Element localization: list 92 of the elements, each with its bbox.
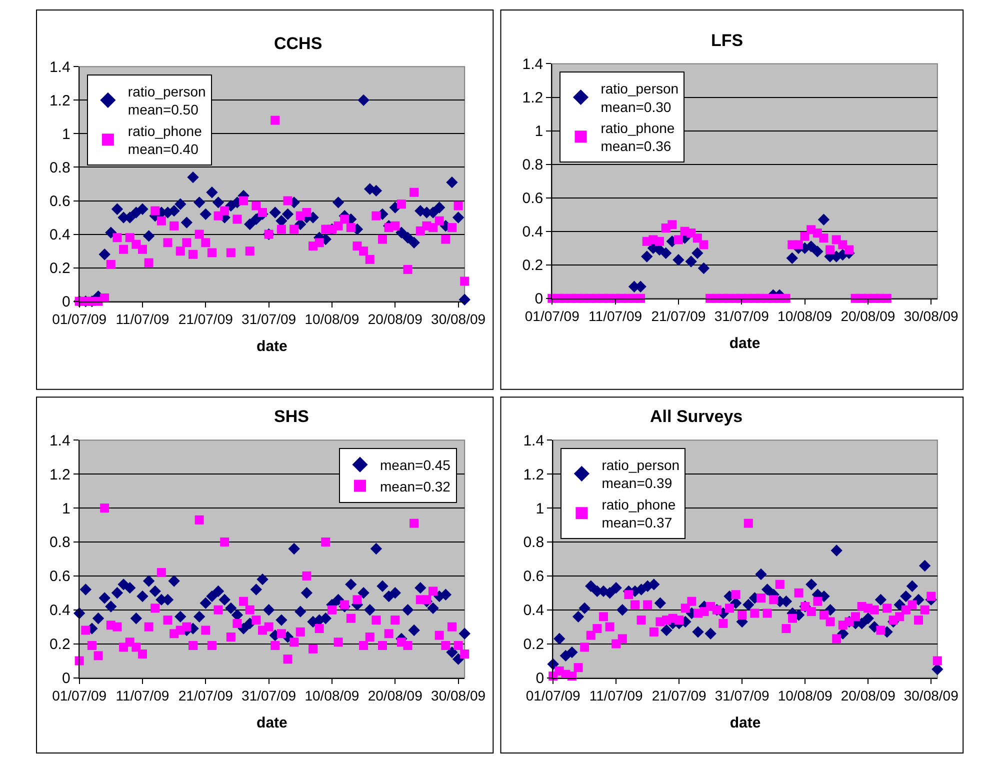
point	[672, 254, 684, 266]
y-tick-label: 0.6	[522, 190, 544, 208]
y-tick-label: 0	[536, 670, 544, 688]
y-tick-label: 0.2	[49, 636, 70, 654]
chart-title: All Surveys	[650, 407, 743, 426]
x-tick-label: 30/08/09	[431, 688, 486, 704]
chart-title: CCHS	[274, 34, 322, 53]
y-tick-label: 1	[536, 500, 544, 518]
y-tick-label: 0.2	[523, 636, 544, 654]
y-tick-label: 1	[62, 126, 70, 143]
x-tick-label: 11/07/09	[588, 308, 642, 324]
x-tick-label: 31/07/09	[242, 688, 296, 704]
x-tick-label: 10/08/09	[304, 688, 360, 704]
y-tick-label: 0.2	[49, 260, 70, 278]
point	[786, 252, 798, 264]
x-tick-label: 20/08/09	[368, 688, 423, 704]
point	[826, 245, 835, 254]
point	[800, 232, 810, 241]
y-tick-label: 0.4	[49, 226, 70, 244]
chart-title: LFS	[711, 31, 744, 50]
point	[641, 250, 653, 262]
y-tick-label: 0.4	[49, 602, 70, 620]
y-tick-label: 0.6	[523, 568, 544, 586]
y-tick-label: 1.2	[49, 466, 70, 484]
y-tick-label: 0.4	[522, 224, 544, 241]
y-tick-label: 0.8	[49, 534, 70, 552]
x-axis-title: date	[256, 338, 288, 356]
x-tick-label: 31/07/09	[714, 308, 770, 324]
y-tick-label: 0.6	[49, 568, 70, 586]
point	[674, 235, 683, 244]
x-axis-title: date	[729, 335, 760, 352]
point	[685, 256, 697, 268]
y-tick-label: 1.4	[49, 58, 70, 76]
x-tick-label: 31/07/09	[242, 311, 296, 328]
y-tick-label: 1.4	[523, 432, 544, 450]
point	[844, 245, 854, 254]
x-tick-label: 30/08/09	[431, 311, 486, 328]
y-tick-label: 0	[62, 670, 70, 688]
x-tick-label: 01/07/09	[52, 688, 107, 704]
x-tick-label: 11/07/09	[589, 688, 644, 704]
legend-label: ratio_phone mean=0.40	[128, 122, 202, 158]
x-tick-label: 01/07/09	[524, 308, 580, 324]
point	[699, 240, 708, 250]
x-tick-label: 20/08/09	[840, 308, 896, 324]
point	[794, 240, 803, 250]
y-tick-label: 1	[62, 500, 70, 518]
y-tick-label: 0.2	[522, 257, 544, 274]
x-tick-label: 20/08/09	[368, 311, 423, 328]
x-tick-label: 01/07/09	[526, 688, 581, 704]
y-tick-label: 0	[62, 294, 70, 311]
x-axis-title: date	[730, 714, 761, 732]
y-tick-label: 0.4	[523, 602, 544, 620]
y-tick-label: 0	[534, 290, 544, 308]
point	[692, 234, 702, 243]
legend-label: ratio_phone mean=0.37	[602, 496, 676, 531]
chart-title: SHS	[274, 407, 309, 426]
x-axis-title: date	[256, 714, 288, 732]
x-tick-label: 01/07/09	[52, 311, 107, 328]
x-tick-label: 21/07/09	[651, 308, 706, 324]
y-tick-label: 1.2	[522, 90, 544, 106]
x-tick-label: 21/07/09	[178, 688, 234, 704]
point	[660, 247, 672, 259]
x-tick-label: 10/08/09	[778, 308, 832, 324]
x-tick-label: 10/08/09	[304, 311, 360, 328]
y-tick-label: 0.8	[523, 534, 544, 552]
y-tick-label: 1.2	[49, 92, 70, 110]
y-tick-label: 1.4	[522, 56, 544, 73]
point	[692, 247, 704, 259]
point	[812, 246, 824, 258]
y-tick-label: 0.6	[49, 193, 70, 210]
x-tick-label: 11/07/09	[116, 688, 170, 704]
y-tick-label: 1	[534, 123, 544, 140]
x-tick-label: 21/07/09	[652, 688, 707, 704]
x-tick-label: 11/07/09	[116, 311, 170, 328]
y-tick-label: 1.4	[49, 432, 70, 450]
y-tick-label: 0.8	[522, 156, 544, 174]
legend-label: mean=0.32	[380, 478, 451, 494]
point	[819, 234, 828, 243]
x-tick-label: 21/07/09	[178, 311, 234, 328]
x-tick-label: 30/08/09	[904, 688, 959, 704]
point	[698, 262, 710, 274]
point	[655, 236, 664, 246]
point	[818, 214, 830, 226]
legend-label: ratio_phone mean=0.36	[600, 120, 675, 154]
y-tick-label: 0.8	[49, 159, 70, 176]
y-tick-label: 1.2	[523, 466, 544, 484]
x-tick-label: 10/08/09	[778, 688, 833, 704]
x-tick-label: 30/08/09	[904, 308, 959, 324]
legend-label: mean=0.45	[380, 457, 451, 474]
x-tick-label: 31/07/09	[714, 688, 770, 704]
x-tick-label: 20/08/09	[840, 688, 896, 704]
point	[668, 220, 677, 230]
